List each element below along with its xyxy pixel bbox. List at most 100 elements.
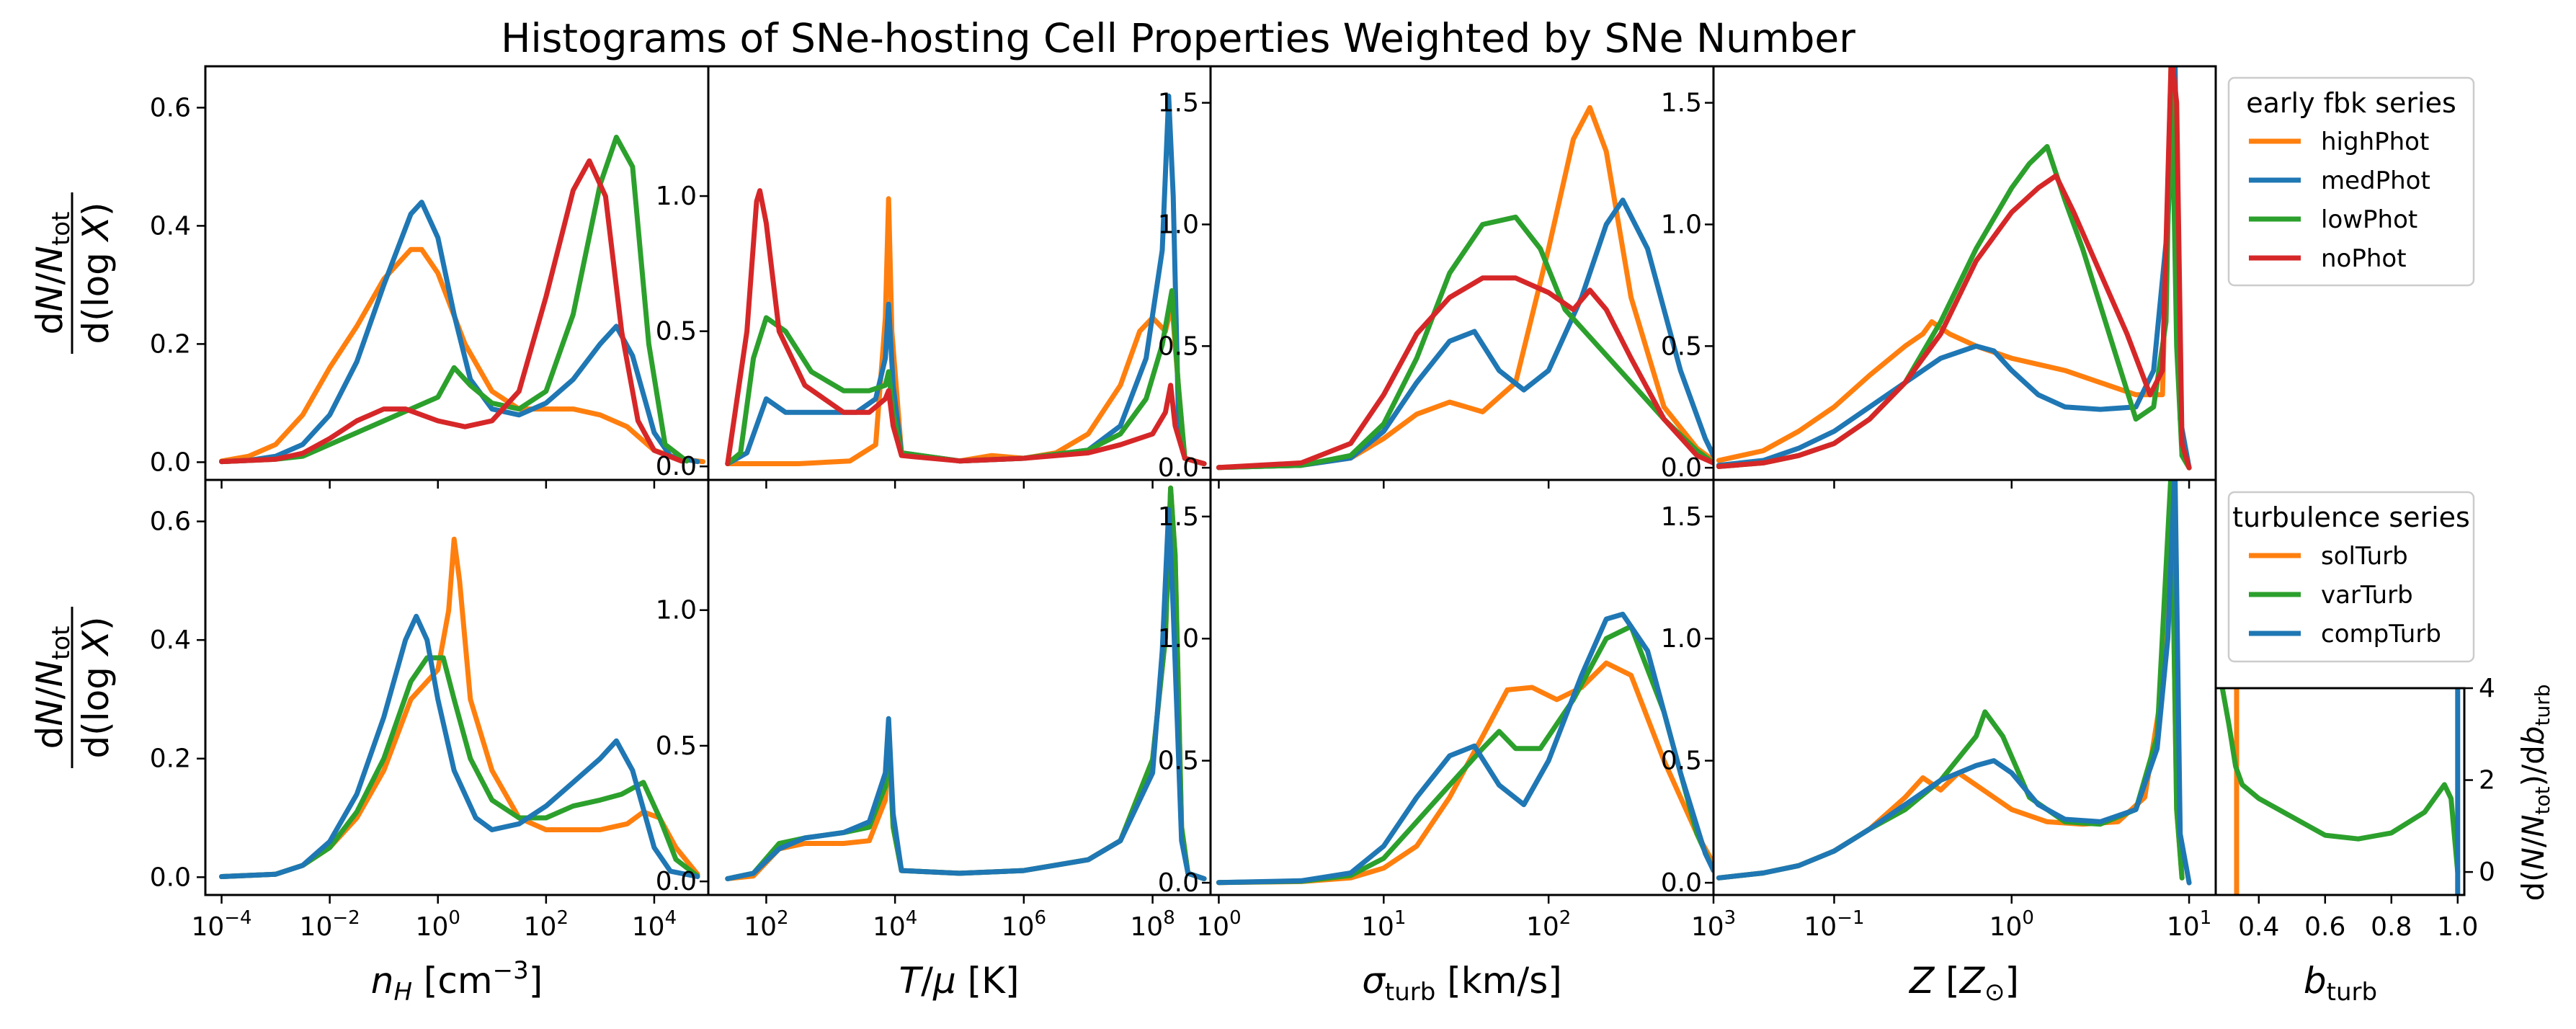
ytick-label: 1.0 (1158, 624, 1199, 654)
xlabel-Z: Z [Z⊙] (1908, 960, 2019, 1007)
xtick-label: 104 (632, 907, 677, 942)
panel-frame (707, 478, 1212, 896)
xtick-label: 100 (416, 907, 460, 942)
curves-bturb (2219, 688, 2461, 895)
ytick-label: 0.0 (150, 863, 191, 892)
ytick-label: 0.6 (150, 507, 191, 537)
legend-entry-compTurb: compTurb (2321, 620, 2441, 649)
ytick-label: 0 (2479, 858, 2495, 887)
ytick-label: 0.0 (1158, 868, 1199, 898)
curves-sigma-bottom (1216, 611, 1713, 886)
panels-layer: 0.0 0.2 0.4 0.6 0.0 0.2 0.4 0.6 10−4 10−2 100 102 10… (150, 65, 2495, 942)
legend-entry-highPhot: highPhot (2321, 128, 2429, 156)
curves-nH-bottom (219, 536, 700, 879)
ylabel-numerator: dN/Ntot (29, 626, 76, 749)
panel-frame (204, 65, 710, 481)
curves-sigma-top (1216, 104, 1713, 471)
ylabel-denominator: d(log X) (75, 202, 117, 344)
xtick-label: 101 (2167, 907, 2211, 942)
legend-frame (2227, 76, 2475, 287)
xlabel-bturb: bturb (2304, 960, 2377, 1007)
xtick-label: 102 (524, 907, 569, 942)
series-solTurb-sigma (1216, 660, 1713, 886)
panel-nH-top: 0.0 0.2 0.4 0.6 (150, 65, 710, 489)
panel-sigma-top: 0.0 0.5 1.0 1.5 (1158, 65, 1715, 489)
ytick-label: 0.5 (1661, 331, 1702, 361)
ytick-label: 1.0 (1661, 624, 1702, 654)
xtick-label: 0.8 (2371, 912, 2412, 942)
panel-frame (2214, 687, 2466, 896)
ytick-label: 1.5 (1661, 89, 1702, 118)
xtick-label: 102 (1526, 907, 1571, 942)
ytick-label: 4 (2479, 674, 2495, 703)
figure-title: Histograms of SNe-hosting Cell Propertie… (501, 15, 1855, 61)
ytick-label: 0.0 (1661, 868, 1702, 898)
ytick-label: 0.4 (150, 625, 191, 655)
ytick-label: 0.0 (1661, 453, 1702, 483)
xtick-label: 100 (1196, 907, 1241, 942)
xtick-label: 106 (1002, 907, 1046, 942)
ytick-label: 0.0 (656, 867, 697, 896)
xlabel-sigma: σturb [km/s] (1362, 960, 1562, 1007)
ytick-label: 0.6 (150, 93, 191, 122)
ytick-label: 0.5 (656, 317, 697, 347)
ytick-label: 0.5 (1158, 747, 1199, 776)
panel-Z-top: 0.0 0.5 1.0 1.5 (1661, 65, 2217, 489)
ytick-label: 1.0 (656, 182, 697, 211)
panel-bturb: 0.4 0.6 0.8 1.00 2 4 (2214, 674, 2495, 942)
panel-T-top: 0.0 0.5 1.0 (656, 65, 1212, 489)
ylabel-bturb-text: d(N/Ntot)/dbturb (2515, 684, 2554, 901)
legend-entry-lowPhot: lowPhot (2321, 205, 2417, 234)
ytick-label: 0.0 (1158, 453, 1199, 483)
xtick-label: 101 (1361, 907, 1406, 942)
ylabel-bturb: d(N/Ntot)/dbturb (2515, 684, 2554, 901)
panel-Z-bottom: 0.0 0.5 1.0 1.5 10−1 100 101 (1661, 478, 2217, 942)
xtick-label: 10−4 (191, 907, 251, 942)
xtick-label: 0.4 (2238, 912, 2279, 942)
xlabel-nH: nH [cm−3] (371, 956, 543, 1007)
ytick-label: 1.5 (1661, 502, 1702, 532)
series-lowPhot-sigma (1216, 214, 1713, 471)
ytick-label: 0.5 (1661, 747, 1702, 776)
panel-nH-bottom: 0.0 0.2 0.4 0.6 10−4 10−2 100 102 104 (150, 478, 710, 942)
legend-title: turbulence series (2232, 502, 2470, 533)
ytick-label: 2 (2479, 766, 2495, 796)
series-varTurb-sigma (1216, 623, 1713, 886)
curves-Z-bottom (1716, 480, 2192, 886)
legends-layer: early fbk series highPhot medPhot lowPhot no… (2227, 76, 2475, 663)
legend-early-fbk: early fbk series highPhot medPhot lowPhot no… (2227, 76, 2475, 287)
series-compTurb-nH (219, 613, 700, 879)
legend-entry-solTurb: solTurb (2321, 542, 2408, 571)
ytick-label: 0.5 (1158, 331, 1199, 361)
series-compTurb-T (725, 507, 1207, 881)
xtick-label: 1.0 (2437, 912, 2478, 942)
panel-frame (1712, 478, 2217, 896)
ytick-label: 0.2 (150, 744, 191, 774)
legend-entry-medPhot: medPhot (2321, 166, 2430, 195)
curves-Z-top (1716, 66, 2192, 471)
series-compTurb-Z (1716, 480, 2192, 886)
legend-turbulence: turbulence series solTurb varTurb compTurb (2227, 491, 2475, 663)
ylabel-denominator: d(log X) (75, 616, 117, 758)
ytick-label: 0.4 (150, 211, 191, 241)
xtick-label: 108 (1130, 907, 1175, 942)
xtick-label: 10−1 (1804, 907, 1864, 942)
ytick-label: 0.0 (150, 447, 191, 477)
panel-frame (1209, 65, 1715, 481)
series-noPhot-sigma (1216, 275, 1713, 471)
legend-entry-varTurb: varTurb (2321, 581, 2413, 610)
ytick-label: 1.0 (656, 596, 697, 625)
ytick-label: 1.5 (1158, 89, 1199, 118)
legend-entry-noPhot: noPhot (2321, 244, 2407, 273)
series-solTurb-nH (219, 536, 700, 879)
series-noPhot-T (725, 188, 1207, 466)
xtick-label: 100 (1989, 907, 2034, 942)
series-highPhot-T (725, 196, 1207, 466)
curves-T-top (725, 93, 1207, 466)
xtick-label: 0.6 (2304, 912, 2345, 942)
series-medPhot-sigma (1216, 197, 1713, 471)
panel-T-bottom: 0.0 0.5 1.0 102 104 106 108 (656, 478, 1212, 942)
